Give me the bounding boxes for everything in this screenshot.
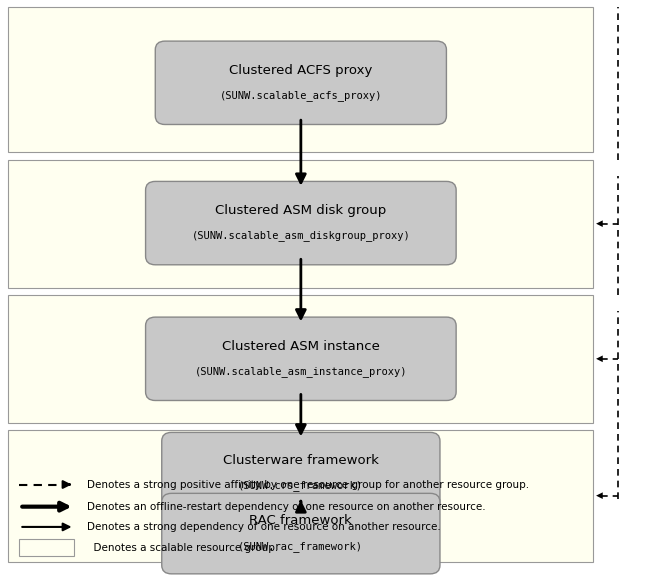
FancyBboxPatch shape <box>19 539 74 556</box>
Text: Denotes an offline-restart dependency of one resource on another resource.: Denotes an offline-restart dependency of… <box>87 501 486 512</box>
Text: Denotes a strong dependency of one resource on another resource.: Denotes a strong dependency of one resou… <box>87 522 441 532</box>
FancyBboxPatch shape <box>8 295 593 423</box>
Text: Denotes a scalable resource group.: Denotes a scalable resource group. <box>87 543 279 553</box>
Text: Clustered ACFS proxy: Clustered ACFS proxy <box>229 64 373 76</box>
Text: (SUNW.scalable_acfs_proxy): (SUNW.scalable_acfs_proxy) <box>219 90 382 101</box>
FancyBboxPatch shape <box>8 7 593 152</box>
Text: RAC framework: RAC framework <box>250 515 352 527</box>
Text: Clusterware framework: Clusterware framework <box>223 454 378 466</box>
FancyBboxPatch shape <box>8 160 593 288</box>
FancyBboxPatch shape <box>8 430 593 562</box>
Text: Denotes a strong positive affinity by one resource group for another resource gr: Denotes a strong positive affinity by on… <box>87 480 529 489</box>
FancyBboxPatch shape <box>162 432 440 513</box>
Text: (SUNW.rac_framework): (SUNW.rac_framework) <box>238 541 364 551</box>
FancyBboxPatch shape <box>146 182 456 264</box>
FancyBboxPatch shape <box>155 41 446 125</box>
Text: (SUNW.scalable_asm_diskgroup_proxy): (SUNW.scalable_asm_diskgroup_proxy) <box>192 231 410 241</box>
FancyBboxPatch shape <box>162 493 440 574</box>
Text: (SUNW.scalable_asm_instance_proxy): (SUNW.scalable_asm_instance_proxy) <box>195 366 407 377</box>
FancyBboxPatch shape <box>146 317 456 400</box>
Text: Clustered ASM instance: Clustered ASM instance <box>222 340 380 352</box>
Text: Clustered ASM disk group: Clustered ASM disk group <box>215 204 386 217</box>
Text: (SUNW.crs_framework): (SUNW.crs_framework) <box>238 480 364 490</box>
